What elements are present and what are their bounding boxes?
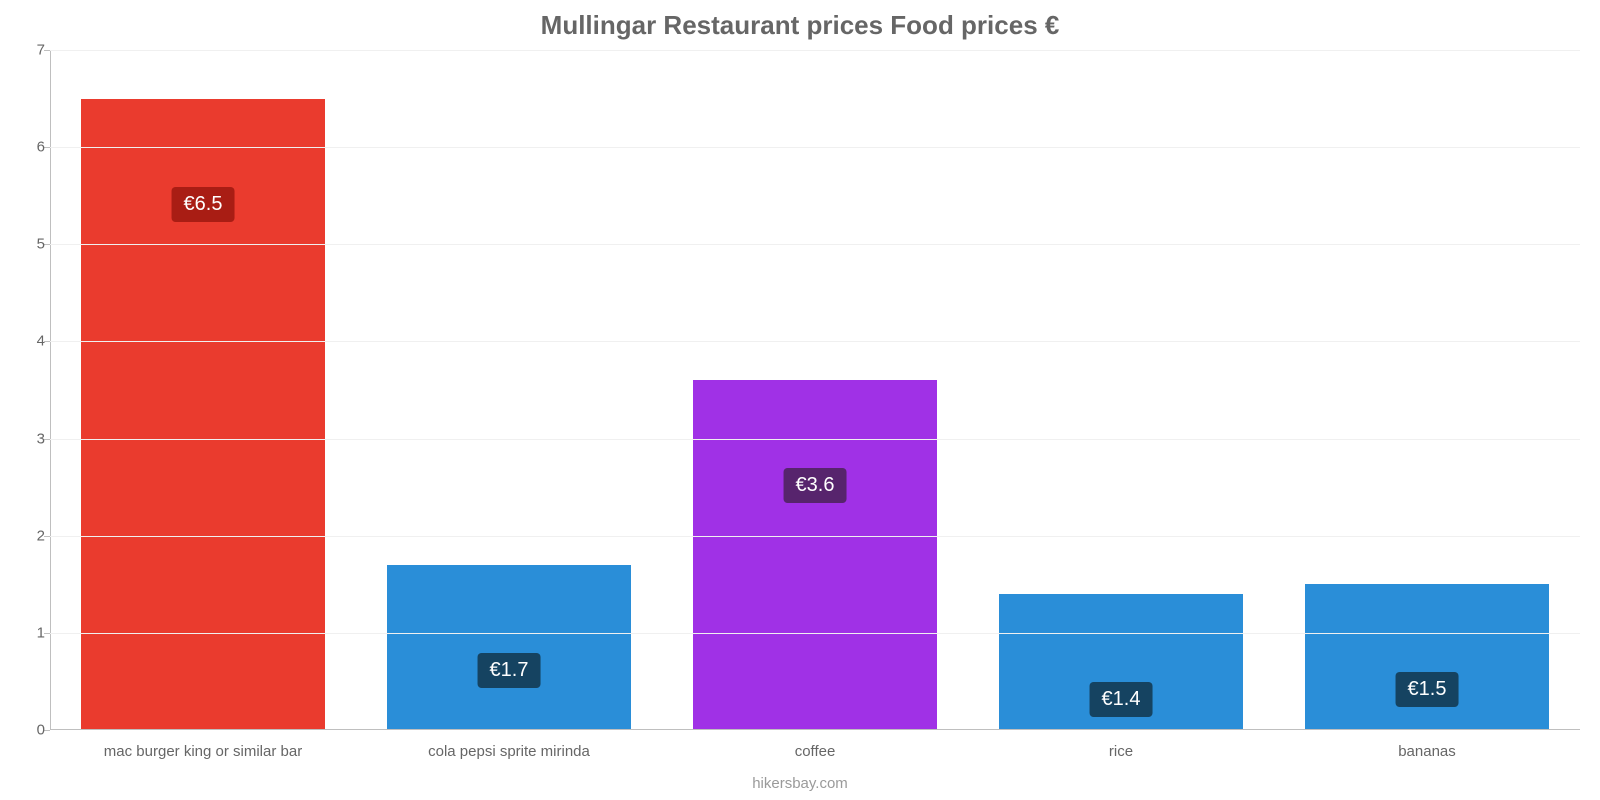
value-badge: €1.5 xyxy=(1396,672,1459,707)
bar: €6.5 xyxy=(81,99,326,730)
y-tick-label: 2 xyxy=(20,527,45,544)
y-tick-label: 0 xyxy=(20,722,45,739)
x-axis-line xyxy=(50,729,1580,730)
x-axis-labels: mac burger king or similar barcola pepsi… xyxy=(50,743,1580,760)
x-axis-label: bananas xyxy=(1274,743,1580,760)
x-axis-label: rice xyxy=(968,743,1274,760)
y-tick-label: 6 xyxy=(20,139,45,156)
bar: €1.7 xyxy=(387,565,632,730)
bar-slot: €6.5 xyxy=(50,50,356,730)
x-axis-label: mac burger king or similar bar xyxy=(50,743,356,760)
bar: €1.5 xyxy=(1305,584,1550,730)
y-tick-label: 1 xyxy=(20,624,45,641)
y-tick-label: 5 xyxy=(20,236,45,253)
x-axis-label: coffee xyxy=(662,743,968,760)
y-tick-label: 7 xyxy=(20,42,45,59)
grid-line xyxy=(50,50,1580,51)
price-chart: Mullingar Restaurant prices Food prices … xyxy=(0,0,1600,800)
value-badge: €1.4 xyxy=(1090,682,1153,717)
value-badge: €6.5 xyxy=(172,187,235,222)
bar-slot: €1.7 xyxy=(356,50,662,730)
bar: €1.4 xyxy=(999,594,1244,730)
x-axis-label: cola pepsi sprite mirinda xyxy=(356,743,662,760)
bar-slot: €3.6 xyxy=(662,50,968,730)
grid-line xyxy=(50,439,1580,440)
value-badge: €3.6 xyxy=(784,468,847,503)
bar-slot: €1.4 xyxy=(968,50,1274,730)
bar-slot: €1.5 xyxy=(1274,50,1580,730)
bars-container: €6.5 €1.7 €3.6 €1.4 €1.5 xyxy=(50,50,1580,730)
plot-area: €6.5€1.7€3.6€1.4€1.5 01234567 xyxy=(50,50,1580,730)
y-tick-label: 3 xyxy=(20,430,45,447)
grid-line xyxy=(50,147,1580,148)
value-badge: €1.7 xyxy=(478,653,541,688)
y-axis-line xyxy=(50,50,51,730)
bar: €3.6 xyxy=(693,380,938,730)
source-credit: hikersbay.com xyxy=(0,775,1600,792)
grid-line xyxy=(50,244,1580,245)
grid-line xyxy=(50,341,1580,342)
grid-line xyxy=(50,633,1580,634)
grid-line xyxy=(50,536,1580,537)
y-tick-label: 4 xyxy=(20,333,45,350)
chart-title: Mullingar Restaurant prices Food prices … xyxy=(0,0,1600,47)
